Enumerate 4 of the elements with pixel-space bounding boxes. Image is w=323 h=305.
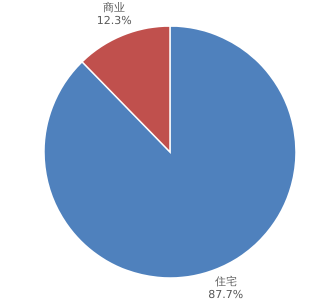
data-label: 87.7% <box>208 288 244 302</box>
slice-label: 住宅 <box>214 275 237 288</box>
data-label: 12.3% <box>96 14 132 27</box>
slice-label: 商业 <box>103 0 126 14</box>
